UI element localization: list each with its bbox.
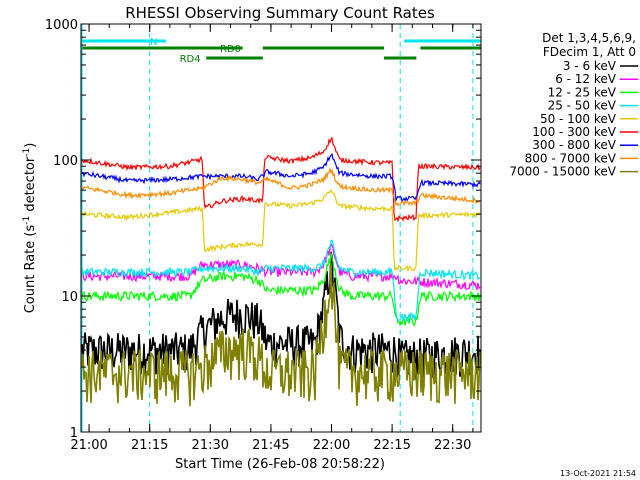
x-tick-label: 21:00 (70, 438, 107, 453)
y-label-part2: detector (23, 156, 38, 216)
series-line-6 (81, 152, 481, 203)
legend: Det 1,3,4,5,6,9, FDecim 1, Att 0 3 - 6 k… (509, 31, 638, 179)
legend-header-line2: FDecim 1, Att 0 (543, 45, 636, 59)
x-tick-label: 21:45 (252, 438, 289, 453)
legend-header-line1: Det 1,3,4,5,6,9, (542, 31, 636, 45)
series-line-8 (81, 263, 481, 407)
x-tick-label: 21:15 (131, 438, 168, 453)
series-line-3 (81, 239, 481, 323)
legend-entry-label: 50 - 100 keV (540, 112, 617, 126)
y-label-sup1: -1 (22, 216, 32, 225)
y-tick-label: 100 (53, 154, 78, 169)
y-label-part1: Count Rate (s (23, 225, 38, 314)
plot-frame (80, 23, 482, 433)
legend-entry-label: 800 - 7000 keV (525, 151, 617, 165)
legend-entry-label: 3 - 6 keV (563, 59, 617, 73)
y-axis-label: Count Rate (s-1 detector-1) (22, 143, 38, 314)
series-line-1 (81, 242, 481, 292)
flag-label-n: N (150, 37, 157, 48)
footer-date: 13-Oct-2021 21:54 (560, 469, 636, 478)
series-line-4 (81, 189, 481, 273)
x-tick-label: 22:30 (434, 438, 471, 453)
axes: 21:00 21:15 21:30 21:45 22:00 22:15 22:30 1 10 10… (45, 18, 481, 453)
flag-label-rd0: RD0 (220, 44, 241, 55)
legend-entry-label: 100 - 300 keV (532, 125, 616, 139)
series-line-7 (81, 167, 481, 207)
legend-entry-label: 25 - 50 keV (548, 99, 617, 113)
chart-title: RHESSI Observing Summary Count Rates (125, 4, 435, 22)
y-tick-label: 1 (70, 426, 78, 441)
x-axis-label: Start Time (26-Feb-08 20:58:22) (175, 457, 385, 472)
legend-entry-label: 7000 - 15000 keV (509, 165, 616, 179)
y-tick-label: 1000 (45, 18, 78, 33)
y-tick-label: 10 (61, 290, 78, 305)
flag-label-rd4: RD4 (180, 54, 201, 65)
series-line-5 (81, 136, 481, 223)
series-lines (81, 136, 481, 407)
y-label-part3: ) (23, 143, 38, 148)
x-tick-label: 22:15 (373, 438, 410, 453)
y-label-sup2: -1 (22, 148, 32, 157)
legend-entry-label: 12 - 25 keV (548, 85, 617, 99)
x-tick-label: 21:30 (192, 438, 229, 453)
legend-entry-label: 6 - 12 keV (555, 72, 617, 86)
x-tick-label: 22:00 (313, 438, 350, 453)
legend-entry-label: 300 - 800 keV (532, 138, 616, 152)
series-line-2 (81, 252, 481, 327)
